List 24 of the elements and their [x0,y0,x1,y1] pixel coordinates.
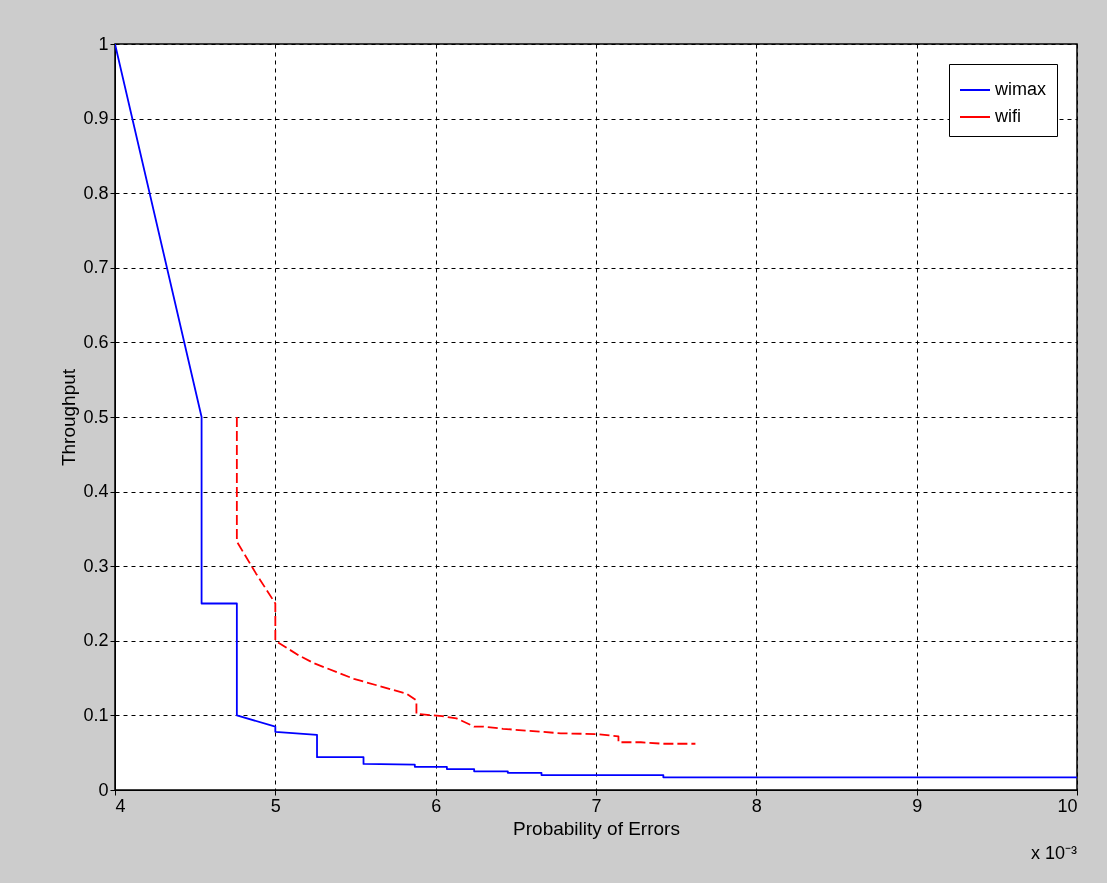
y-tick-label: 1 [98,33,109,54]
y-axis-title: Throughput [58,368,80,467]
x-tick-label: 6 [431,795,442,816]
y-tick-label: 0 [98,779,109,800]
y-tick-label: 0.8 [83,182,109,203]
y-tick-label: 0.4 [83,481,109,502]
line-series [235,416,697,745]
y-tick-label: 0.1 [83,704,109,725]
x-tick-label: 7 [591,795,602,816]
x-tick-label: 10 [1057,795,1078,816]
y-tick-label: 0.2 [83,630,109,651]
x-tick-label: 9 [912,795,923,816]
y-tick-label: 0.7 [83,257,109,278]
text: x 10⁻³ [1030,843,1077,863]
y-tick-label: 0.5 [83,406,109,427]
x-tick-label: 5 [270,795,281,816]
x-axis-title: Probability of Errors [513,817,680,839]
legend-label: wimax [994,79,1047,99]
y-tick-label: 0.6 [83,331,109,352]
y-tick-label: 0.9 [83,108,109,129]
y-tick-label: 0.3 [83,555,109,576]
x-tick-label: 8 [751,795,762,816]
legend-label: wifi [994,106,1021,126]
x-tick-label: 4 [115,795,126,816]
